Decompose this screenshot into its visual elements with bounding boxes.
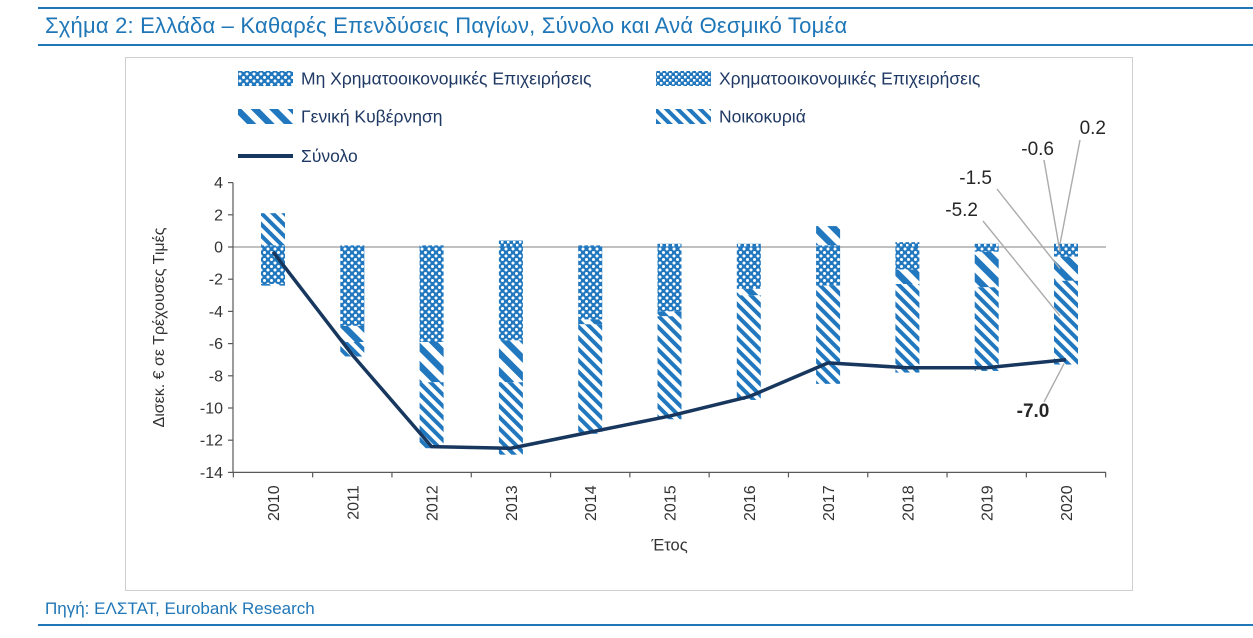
svg-text:2020: 2020 [1059,485,1076,521]
svg-text:-10: -10 [200,401,223,418]
svg-text:Γενική Κυβέρνηση: Γενική Κυβέρνηση [301,107,443,127]
svg-text:0.2: 0.2 [1080,118,1106,139]
svg-text:Σύνολο: Σύνολο [301,146,358,166]
source-note: Πηγή: ΕΛΣΤΑΤ, Eurobank Research [45,599,315,618]
axes: 4 2 0 -2 -4 -6 -8 -10 -12 -14 2010 2011 2012 2013 2014… [151,175,1107,554]
svg-text:-14: -14 [200,465,223,482]
annotations: -5.2 -1.5 -0.6 0.2 -7.0 [945,118,1106,422]
svg-text:2011: 2011 [345,485,362,520]
svg-text:2012: 2012 [425,485,442,521]
svg-text:2013: 2013 [504,485,521,521]
svg-text:-0.6: -0.6 [1021,139,1054,160]
svg-text:2016: 2016 [742,485,759,521]
svg-text:2019: 2019 [980,485,997,521]
svg-text:-5.2: -5.2 [945,200,978,221]
svg-text:-12: -12 [200,433,223,450]
chart-container: 4 2 0 -2 -4 -6 -8 -10 -12 -14 2010 2011 2012 2013 2014… [125,57,1133,591]
svg-text:0: 0 [214,240,223,257]
svg-text:-4: -4 [209,304,223,321]
net-investment-chart: 4 2 0 -2 -4 -6 -8 -10 -12 -14 2010 2011 2012 2013 2014… [151,69,1107,554]
svg-text:Νοικοκυριά: Νοικοκυριά [719,107,806,127]
svg-text:-8: -8 [209,368,223,385]
svg-text:Μη Χρηματοοικονομικές Επιχειρή: Μη Χρηματοοικονομικές Επιχειρήσεις [301,69,591,89]
svg-text:2017: 2017 [821,485,838,521]
svg-text:2010: 2010 [266,485,283,521]
svg-text:2015: 2015 [663,485,680,521]
svg-text:4: 4 [214,175,223,192]
figure-title: Σχήμα 2: Ελλάδα – Καθαρές Επενδύσεις Παγ… [45,13,848,38]
total-line [271,250,1067,450]
svg-text:2018: 2018 [900,485,917,521]
title-rule [38,44,1253,46]
svg-text:Χρηματοοικονομικές Επιχειρήσει: Χρηματοοικονομικές Επιχειρήσεις [719,69,980,89]
bars [261,213,1078,455]
bottom-rule [38,624,1253,626]
x-axis-title: Έτος [650,536,687,554]
svg-text:-1.5: -1.5 [959,168,992,189]
svg-text:-6: -6 [209,336,223,353]
legend: Μη Χρηματοοικονομικές Επιχειρήσεις Χρηματ… [238,69,980,166]
svg-text:-2: -2 [209,272,223,289]
svg-text:2014: 2014 [583,485,600,521]
y-axis-title: Δισεκ. € σε Τρέχουσες Τιμές [151,227,168,427]
top-rule [38,7,1253,9]
svg-text:2: 2 [214,207,223,224]
svg-text:-7.0: -7.0 [1017,401,1050,422]
